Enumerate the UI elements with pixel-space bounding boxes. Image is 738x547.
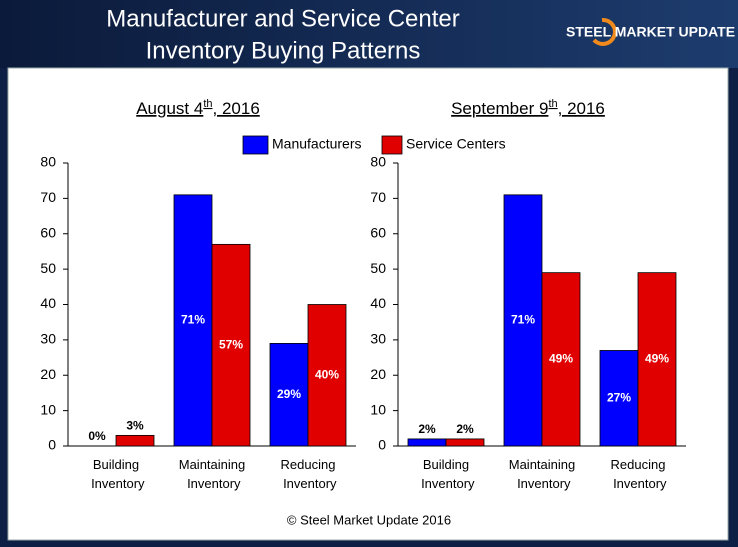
y-tick-label: 20 (40, 366, 56, 382)
panel (7, 67, 729, 541)
y-tick-label: 80 (370, 154, 386, 170)
bar (445, 438, 485, 447)
value-label: 27% (607, 390, 631, 404)
x-tick-label: Building Inventory (87, 457, 145, 491)
value-label: 49% (549, 352, 573, 366)
value-label: 57% (219, 337, 243, 351)
legend-swatch (381, 135, 403, 155)
y-tick-label: 50 (370, 260, 386, 276)
bar (307, 304, 347, 447)
bar (211, 243, 251, 447)
bar (541, 272, 581, 447)
value-label: 40% (315, 367, 339, 381)
header-title: Manufacturer and Service Center (106, 5, 460, 32)
legend-swatch (242, 135, 269, 155)
bar (503, 194, 543, 447)
logo: STEEL MARKET UPDATE (566, 24, 735, 40)
value-label: 3% (126, 419, 144, 433)
x-tick-label: Reducing Inventory (279, 457, 337, 491)
y-tick-label: 10 (370, 401, 386, 417)
legend-label: Manufacturers (272, 136, 361, 152)
bar (173, 194, 213, 447)
bar (637, 272, 677, 447)
y-tick-label: 40 (40, 295, 56, 311)
value-label: 2% (456, 422, 474, 436)
value-label: 71% (181, 313, 205, 327)
legend-label: Service Centers (406, 136, 506, 152)
y-tick-label: 20 (370, 366, 386, 382)
value-label: 29% (277, 387, 301, 401)
y-tick-label: 0 (48, 437, 56, 453)
x-tick-label: Reducing Inventory (609, 457, 667, 491)
chart-title: August 4th, 2016 (136, 98, 260, 119)
y-tick-label: 70 (40, 189, 56, 205)
value-label: 71% (511, 313, 535, 327)
y-tick-label: 80 (40, 154, 56, 170)
bar (269, 343, 309, 447)
chart-title: September 9th, 2016 (451, 98, 605, 119)
y-tick-label: 50 (40, 260, 56, 276)
x-tick-label: Maintaining Inventory (509, 457, 576, 491)
x-tick-label: Building Inventory (417, 457, 475, 491)
y-tick-label: 30 (370, 331, 386, 347)
y-tick-label: 60 (40, 224, 56, 240)
y-tick-label: 70 (370, 189, 386, 205)
y-tick-label: 30 (40, 331, 56, 347)
value-label: 49% (645, 352, 669, 366)
footer: © Steel Market Update 2016 (287, 512, 451, 527)
value-label: 2% (418, 422, 436, 436)
value-label: 0% (88, 429, 106, 443)
y-tick-label: 60 (370, 224, 386, 240)
bar (115, 434, 155, 447)
x-tick-label: Maintaining Inventory (179, 457, 246, 491)
y-tick-label: 10 (40, 401, 56, 417)
bar (407, 438, 447, 447)
header-title: Inventory Buying Patterns (146, 37, 421, 64)
y-tick-label: 40 (370, 295, 386, 311)
logo-swirl (592, 17, 617, 46)
bar (599, 350, 639, 447)
y-tick-label: 0 (378, 437, 386, 453)
